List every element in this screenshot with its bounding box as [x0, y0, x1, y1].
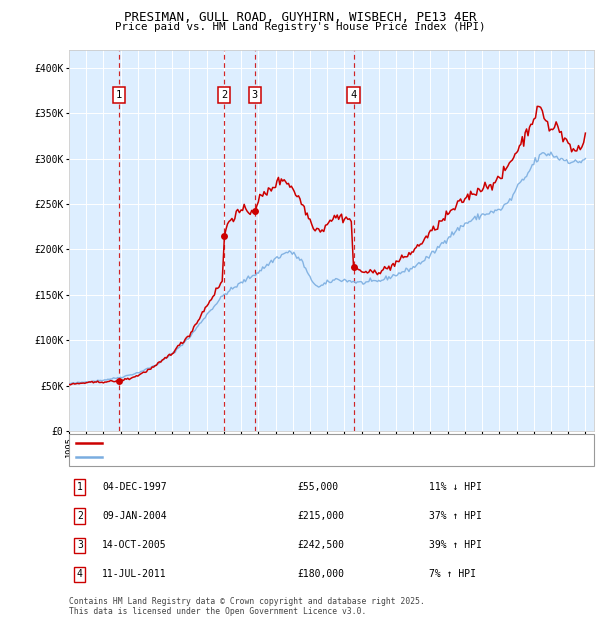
Text: HPI: Average price, detached house, Fenland: HPI: Average price, detached house, Fenl… [105, 453, 336, 462]
Text: Price paid vs. HM Land Registry's House Price Index (HPI): Price paid vs. HM Land Registry's House … [115, 22, 485, 32]
Text: 09-JAN-2004: 09-JAN-2004 [102, 511, 167, 521]
Text: 2: 2 [221, 91, 227, 100]
Text: £180,000: £180,000 [297, 569, 344, 580]
Text: 3: 3 [251, 91, 258, 100]
Text: 4: 4 [350, 91, 356, 100]
Text: 4: 4 [77, 569, 83, 580]
Text: 1: 1 [116, 91, 122, 100]
Text: Contains HM Land Registry data © Crown copyright and database right 2025.: Contains HM Land Registry data © Crown c… [69, 597, 425, 606]
Text: This data is licensed under the Open Government Licence v3.0.: This data is licensed under the Open Gov… [69, 607, 367, 616]
Text: PRESIMAN, GULL ROAD, GUYHIRN, WISBECH, PE13 4ER (detached house): PRESIMAN, GULL ROAD, GUYHIRN, WISBECH, P… [105, 438, 449, 448]
Text: 39% ↑ HPI: 39% ↑ HPI [429, 540, 482, 551]
Text: 37% ↑ HPI: 37% ↑ HPI [429, 511, 482, 521]
Text: £55,000: £55,000 [297, 482, 338, 492]
Text: 1: 1 [77, 482, 83, 492]
Text: 7% ↑ HPI: 7% ↑ HPI [429, 569, 476, 580]
Text: £215,000: £215,000 [297, 511, 344, 521]
Text: 14-OCT-2005: 14-OCT-2005 [102, 540, 167, 551]
Text: 11% ↓ HPI: 11% ↓ HPI [429, 482, 482, 492]
Text: 2: 2 [77, 511, 83, 521]
Text: 3: 3 [77, 540, 83, 551]
Text: 04-DEC-1997: 04-DEC-1997 [102, 482, 167, 492]
Text: PRESIMAN, GULL ROAD, GUYHIRN, WISBECH, PE13 4ER: PRESIMAN, GULL ROAD, GUYHIRN, WISBECH, P… [124, 11, 476, 24]
Text: 11-JUL-2011: 11-JUL-2011 [102, 569, 167, 580]
Text: £242,500: £242,500 [297, 540, 344, 551]
